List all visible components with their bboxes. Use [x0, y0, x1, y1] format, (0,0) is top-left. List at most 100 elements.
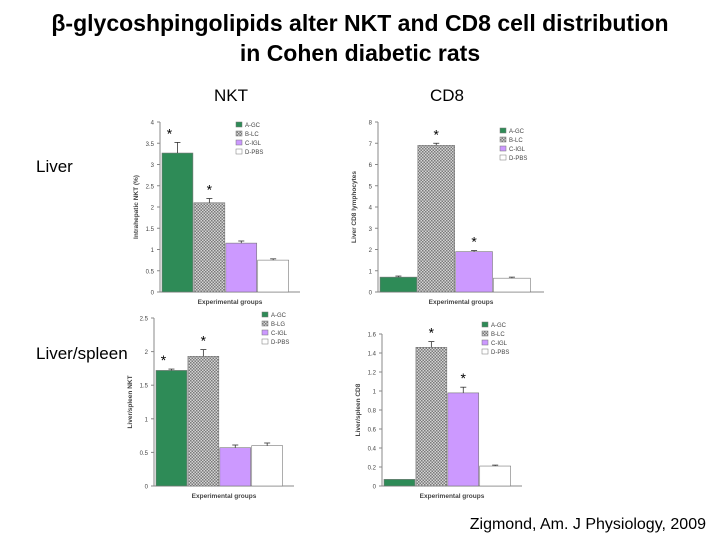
legend-label: D-PBS: [245, 150, 263, 156]
y-tick-label: 1: [373, 390, 377, 396]
bar-b-lc: [415, 346, 448, 487]
legend-swatch: [235, 139, 243, 146]
legend-swatch: [261, 338, 269, 345]
y-tick-label: 5: [369, 184, 373, 190]
legend-swatch: [499, 136, 507, 143]
legend-label: B-LC: [245, 132, 259, 138]
x-axis-label: Experimental groups: [192, 493, 257, 500]
y-tick-label: 0.5: [146, 269, 155, 275]
bar-b-lc: [417, 145, 455, 293]
y-tick-label: 0.4: [368, 447, 377, 453]
y-axis-label: Intrahepatic NKT (%): [133, 175, 140, 239]
legend-label: A-GC: [245, 123, 261, 129]
bar-c-igl: [455, 251, 493, 293]
legend-label: A-GC: [491, 323, 507, 329]
significance-star: *: [167, 125, 173, 141]
y-tick-label: 1.2: [368, 371, 377, 377]
liver-spleen-nkt-chart: 0 0.5 1 1.5 2 2.5 Liver/spleen NKT Experimental…: [127, 311, 294, 500]
x-axis-label: Experimental groups: [429, 299, 494, 306]
legend-swatch: [481, 330, 489, 337]
significance-star: *: [207, 182, 213, 198]
y-tick-label: 0.2: [368, 466, 377, 472]
y-tick-label: 0.5: [140, 451, 149, 457]
legend-label: D-PBS: [509, 156, 527, 162]
y-tick-label: 1: [145, 417, 149, 423]
significance-star: *: [429, 325, 435, 341]
y-tick-label: 4: [369, 206, 373, 212]
y-tick-label: 1.4: [368, 352, 377, 358]
y-tick-label: 0.8: [368, 409, 377, 415]
y-axis-label: Liver/spleen CD8: [355, 383, 362, 436]
y-tick-label: 1.6: [368, 333, 377, 339]
legend-swatch: [499, 154, 507, 161]
row-label-liver-spleen: Liver/spleen: [36, 344, 128, 363]
bar-a-gc: [155, 370, 188, 487]
y-tick-label: 2: [369, 248, 373, 254]
liver-cd8-chart: 0 1 2 3 4 5 6 7 8 Liver CD8 lymphocytes Experiment…: [351, 121, 544, 306]
legend-label: C-IGL: [491, 341, 508, 347]
legend-label: B-LC: [509, 138, 523, 144]
y-tick-label: 3: [369, 227, 373, 233]
y-tick-label: 1.5: [140, 384, 149, 390]
slide-title: β-glycoshpingolipids alter NKT and CD8 c…: [0, 8, 720, 68]
y-tick-label: 2.5: [146, 184, 155, 190]
bar-a-gc: [379, 276, 418, 293]
y-tick-label: 8: [369, 121, 373, 127]
legend-swatch: [261, 320, 269, 327]
legend-label: C-IGL: [271, 331, 288, 337]
bar-d-pbs: [251, 445, 283, 487]
legend-label: B-LC: [491, 332, 505, 338]
bar-a-gc: [383, 479, 416, 487]
bar-d-pbs: [493, 277, 531, 293]
title-line-2: in Cohen diabetic rats: [239, 40, 481, 66]
legend-swatch: [235, 148, 243, 155]
bar-c-igl: [225, 242, 258, 293]
bar-c-igl: [219, 447, 252, 487]
y-axis-label: Liver/spleen NKT: [127, 375, 134, 428]
y-tick-label: 2: [145, 350, 149, 356]
significance-star: *: [471, 234, 477, 250]
y-tick-label: 0: [145, 485, 149, 491]
y-tick-label: 3: [151, 163, 155, 169]
y-tick-label: 1.5: [146, 227, 155, 233]
y-tick-label: 1: [151, 248, 155, 254]
y-tick-label: 7: [369, 142, 373, 148]
bar-b-lg: [187, 356, 220, 487]
legend-label: B-LG: [271, 322, 285, 328]
y-tick-label: 0: [373, 485, 377, 491]
y-tick-label: 3.5: [146, 142, 155, 148]
legend-swatch: [481, 321, 489, 328]
y-tick-label: 2: [151, 206, 155, 212]
row-label-liver: Liver: [36, 157, 73, 176]
bar-c-igl: [447, 392, 480, 487]
significance-star: *: [461, 370, 467, 386]
legend-label: A-GC: [509, 129, 525, 135]
liver-spleen-cd8-chart: 0 0.2 0.4 0.6 0.8 1 1.2 1.4 1.6 Liver/spleen CD8 E…: [355, 321, 522, 500]
legend-swatch: [261, 311, 269, 318]
column-label-nkt: NKT: [214, 86, 248, 105]
legend-label: C-IGL: [509, 147, 526, 153]
y-tick-label: 2.5: [140, 317, 149, 323]
legend-swatch: [261, 329, 269, 336]
citation: Zigmond, Am. J Physiology, 2009: [469, 516, 706, 533]
column-label-cd8: CD8: [430, 86, 465, 105]
y-tick-label: 6: [369, 163, 373, 169]
bar-d-pbs: [257, 259, 289, 293]
legend-swatch: [499, 145, 507, 152]
legend-label: C-IGL: [245, 141, 262, 147]
significance-star: *: [434, 126, 440, 142]
legend-swatch: [499, 127, 507, 134]
liver-nkt-chart: 0 0.5 1 1.5 2 2.5 3 3.5 4 Intrahepatic NKT (%) Exp…: [133, 121, 300, 306]
legend-label: D-PBS: [491, 350, 509, 356]
y-tick-label: 1: [369, 269, 373, 275]
significance-star: *: [201, 333, 207, 349]
title-line-1: β-glycoshpingolipids alter NKT and CD8 c…: [51, 10, 669, 36]
significance-star: *: [161, 352, 167, 368]
y-tick-label: 4: [151, 121, 155, 127]
x-axis-label: Experimental groups: [198, 299, 263, 306]
legend-label: D-PBS: [271, 340, 289, 346]
y-tick-label: 0.6: [368, 428, 377, 434]
y-axis-label: Liver CD8 lymphocytes: [351, 171, 358, 243]
bar-b-lc: [193, 202, 226, 293]
legend-swatch: [481, 339, 489, 346]
